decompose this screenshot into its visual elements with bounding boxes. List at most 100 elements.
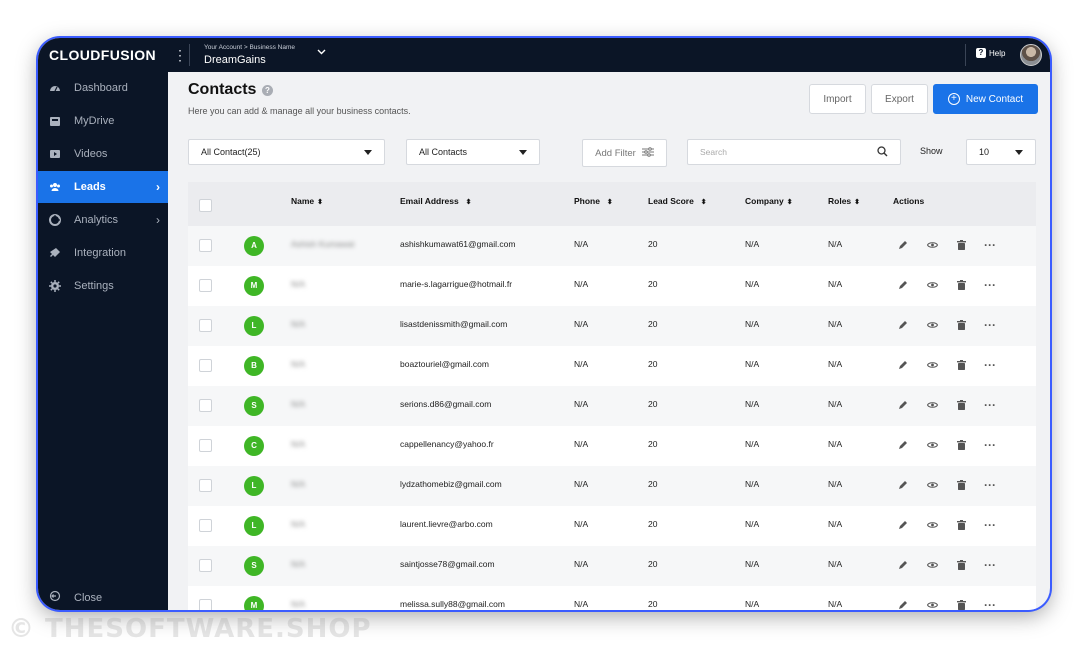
contact-list-select[interactable]: All Contact(25) — [188, 139, 385, 165]
delete-icon[interactable] — [955, 599, 967, 610]
edit-icon[interactable] — [897, 359, 909, 371]
contact-name[interactable]: N/A — [291, 279, 306, 289]
help-button[interactable]: ? Help — [976, 48, 1005, 58]
more-options-icon[interactable]: ··· — [984, 518, 996, 532]
table-row[interactable]: S N/A saintjosse78@gmail.com N/A 20 N/A N/A ··· — [188, 546, 1036, 586]
more-options-icon[interactable]: ··· — [984, 278, 996, 292]
sidebar-item-analytics[interactable]: Analytics › — [38, 204, 168, 236]
new-contact-button[interactable]: + New Contact — [933, 84, 1038, 114]
delete-icon[interactable] — [955, 519, 967, 531]
sidebar-item-settings[interactable]: Settings — [38, 270, 168, 302]
more-options-icon[interactable]: ··· — [984, 598, 996, 610]
contact-email[interactable]: marie-s.lagarrigue@hotmail.fr — [400, 279, 513, 289]
row-checkbox[interactable] — [199, 399, 212, 412]
view-icon[interactable] — [926, 399, 938, 411]
contact-name[interactable]: N/A — [291, 399, 306, 409]
add-filter-button[interactable]: Add Filter — [582, 139, 667, 167]
edit-icon[interactable] — [897, 319, 909, 331]
table-row[interactable]: C N/A cappellenancy@yahoo.fr N/A 20 N/A N/A ··· — [188, 426, 1036, 466]
row-checkbox[interactable] — [199, 319, 212, 332]
edit-icon[interactable] — [897, 279, 909, 291]
delete-icon[interactable] — [955, 479, 967, 491]
edit-icon[interactable] — [897, 479, 909, 491]
table-row[interactable]: S N/A serions.d86@gmail.com N/A 20 N/A N/A ··· — [188, 386, 1036, 426]
page-size-select[interactable]: 10 — [966, 139, 1036, 165]
edit-icon[interactable] — [897, 239, 909, 251]
view-icon[interactable] — [926, 359, 938, 371]
contact-name[interactable]: N/A — [291, 319, 306, 329]
contact-name[interactable]: N/A — [291, 479, 306, 489]
select-all-checkbox[interactable] — [199, 199, 212, 212]
row-checkbox[interactable] — [199, 279, 212, 292]
row-checkbox[interactable] — [199, 359, 212, 372]
edit-icon[interactable] — [897, 599, 909, 610]
more-options-icon[interactable]: ··· — [984, 238, 996, 252]
sidebar-item-videos[interactable]: Videos — [38, 138, 168, 170]
more-options-icon[interactable]: ··· — [984, 558, 996, 572]
view-icon[interactable] — [926, 439, 938, 451]
contact-name[interactable]: N/A — [291, 439, 306, 449]
table-row[interactable]: L N/A lydzathomebiz@gmail.com N/A 20 N/A N/A ··… — [188, 466, 1036, 506]
contact-email[interactable]: lisastdenissmith@gmail.com — [400, 319, 508, 329]
column-header-email[interactable]: Email Address ⬍ — [400, 196, 472, 206]
contact-email[interactable]: serions.d86@gmail.com — [400, 399, 492, 409]
sidebar-item-dashboard[interactable]: Dashboard — [38, 72, 168, 104]
search-input[interactable]: Search — [687, 139, 901, 165]
sidebar-item-integration[interactable]: Integration — [38, 237, 168, 269]
view-icon[interactable] — [926, 559, 938, 571]
sidebar-item-leads[interactable]: Leads › — [38, 171, 168, 203]
table-row[interactable]: M N/A marie-s.lagarrigue@hotmail.fr N/A 20 N/… — [188, 266, 1036, 306]
sidebar-item-mydrive[interactable]: MyDrive — [38, 105, 168, 137]
table-row[interactable]: L N/A lisastdenissmith@gmail.com N/A 20 N/A N/… — [188, 306, 1036, 346]
edit-icon[interactable] — [897, 559, 909, 571]
contact-email[interactable]: cappellenancy@yahoo.fr — [400, 439, 494, 449]
business-name[interactable]: DreamGains — [204, 54, 266, 66]
contact-email[interactable]: laurent.lievre@arbo.com — [400, 519, 493, 529]
table-row[interactable]: L N/A laurent.lievre@arbo.com N/A 20 N/A N/A ··… — [188, 506, 1036, 546]
more-menu-icon[interactable]: ⋮ — [173, 47, 187, 63]
delete-icon[interactable] — [955, 359, 967, 371]
row-checkbox[interactable] — [199, 439, 212, 452]
import-button[interactable]: Import — [809, 84, 866, 114]
view-icon[interactable] — [926, 599, 938, 610]
chevron-down-icon[interactable] — [317, 47, 326, 57]
column-header-roles[interactable]: Roles ⬍ — [828, 196, 860, 206]
avatar[interactable] — [1020, 44, 1042, 66]
delete-icon[interactable] — [955, 319, 967, 331]
table-row[interactable]: M N/A melissa.sully88@gmail.com N/A 20 N/A N/A… — [188, 586, 1036, 610]
delete-icon[interactable] — [955, 559, 967, 571]
table-row[interactable]: B N/A boaztouriel@gmail.com N/A 20 N/A N/A ··· — [188, 346, 1036, 386]
view-icon[interactable] — [926, 319, 938, 331]
contact-email[interactable]: ashishkumawat61@gmail.com — [400, 239, 516, 249]
delete-icon[interactable] — [955, 439, 967, 451]
edit-icon[interactable] — [897, 439, 909, 451]
column-header-lead-score[interactable]: Lead Score ⬍ — [648, 196, 707, 206]
view-icon[interactable] — [926, 519, 938, 531]
edit-icon[interactable] — [897, 519, 909, 531]
view-icon[interactable] — [926, 479, 938, 491]
contact-name[interactable]: N/A — [291, 519, 306, 529]
delete-icon[interactable] — [955, 239, 967, 251]
more-options-icon[interactable]: ··· — [984, 398, 996, 412]
row-checkbox[interactable] — [199, 239, 212, 252]
contact-email[interactable]: boaztouriel@gmail.com — [400, 359, 489, 369]
more-options-icon[interactable]: ··· — [984, 318, 996, 332]
row-checkbox[interactable] — [199, 519, 212, 532]
export-button[interactable]: Export — [871, 84, 928, 114]
more-options-icon[interactable]: ··· — [984, 478, 996, 492]
sidebar-close[interactable]: Close — [49, 590, 102, 605]
info-icon[interactable]: ? — [262, 85, 273, 96]
more-options-icon[interactable]: ··· — [984, 358, 996, 372]
contact-email[interactable]: saintjosse78@gmail.com — [400, 559, 495, 569]
contact-name[interactable]: Ashish Kumawat — [291, 239, 355, 249]
contact-name[interactable]: N/A — [291, 599, 306, 609]
contact-name[interactable]: N/A — [291, 359, 306, 369]
table-row[interactable]: A Ashish Kumawat ashishkumawat61@gmail.com… — [188, 226, 1036, 266]
view-icon[interactable] — [926, 279, 938, 291]
delete-icon[interactable] — [955, 399, 967, 411]
contact-email[interactable]: lydzathomebiz@gmail.com — [400, 479, 502, 489]
contact-type-select[interactable]: All Contacts — [406, 139, 540, 165]
column-header-company[interactable]: Company ⬍ — [745, 196, 793, 206]
row-checkbox[interactable] — [199, 599, 212, 610]
column-header-phone[interactable]: Phone ⬍ — [574, 196, 613, 206]
